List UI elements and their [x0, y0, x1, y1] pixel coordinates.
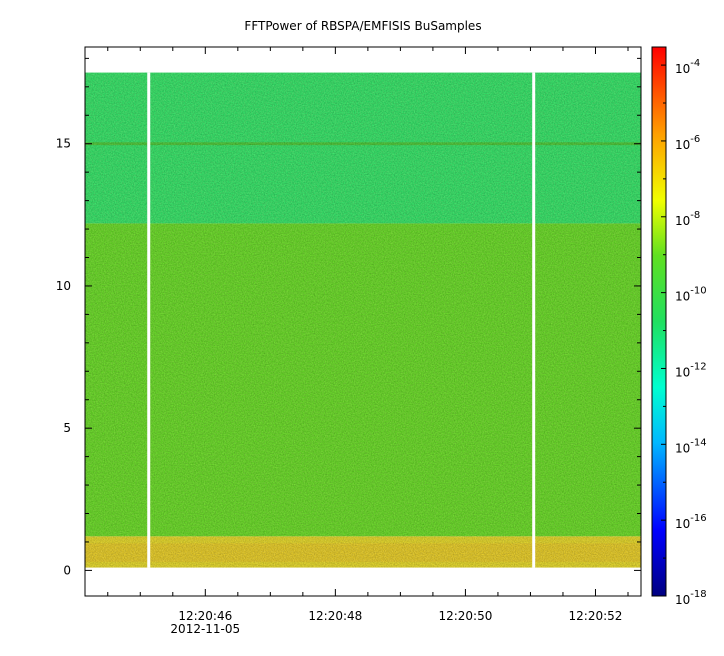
data-gaps [147, 72, 536, 568]
x-tick-label: 12:20:50 [438, 609, 492, 623]
colorbar-tick-label: 10-16 [675, 513, 707, 531]
colorbar-tick-base: 10 [675, 441, 690, 455]
colorbar-tick-label: 10-6 [675, 134, 700, 152]
colorbar-tick-exponent: -18 [690, 589, 706, 600]
x-tick-label: 12:20:48 [308, 609, 362, 623]
colorbar-tick-base: 10 [675, 365, 690, 379]
colorbar-tick-base: 10 [675, 517, 690, 531]
y-tick-label: 15 [56, 137, 71, 151]
x-tick-label: 12:20:52 [569, 609, 623, 623]
colorbar-tick-label: 10-4 [675, 58, 700, 76]
colorbar-tick-exponent: -10 [690, 286, 706, 297]
colorbar-tick-label: 10-18 [675, 589, 707, 607]
y-axis: 0 5 10 15 [56, 57, 641, 577]
plot-area [84, 46, 642, 597]
spectrogram-texture-light [85, 72, 641, 568]
y-tick-label: 5 [63, 421, 71, 435]
colorbar-tick-label: 10-14 [675, 437, 707, 455]
colorbar-tick-base: 10 [675, 214, 690, 228]
colorbar-tick-label: 10-8 [675, 210, 700, 228]
colorbar-tick-base: 10 [675, 290, 690, 304]
colorbar-tick-exponent: -16 [690, 513, 706, 524]
colorbar-tick-exponent: -14 [690, 437, 706, 448]
y-tick-label: 0 [63, 563, 71, 577]
colorbar-tick-exponent: -12 [690, 361, 706, 372]
colorbar-gradient [651, 46, 667, 597]
colorbar-tick-base: 10 [675, 593, 690, 607]
colorbar-tick-exponent: -6 [690, 134, 700, 145]
x-tick-label: 12:20:46 [178, 609, 232, 623]
colorbar-tick-exponent: -4 [690, 58, 700, 69]
colorbar-tick-exponent: -8 [690, 210, 700, 221]
colorbar-tick-base: 10 [675, 138, 690, 152]
x-tick-sublabel: 2012-11-05 [170, 622, 240, 636]
colorbar-tick-base: 10 [675, 62, 690, 76]
colorbar-tick-label: 10-10 [675, 286, 707, 304]
chart-title: FFTPower of RBSPA/EMFISIS BuSamples [244, 19, 481, 33]
colorbar-tick-label: 10-12 [675, 361, 707, 379]
data-gap [147, 72, 151, 568]
plot-frame [84, 46, 642, 597]
data-gap [532, 72, 536, 568]
y-tick-label: 10 [56, 279, 71, 293]
